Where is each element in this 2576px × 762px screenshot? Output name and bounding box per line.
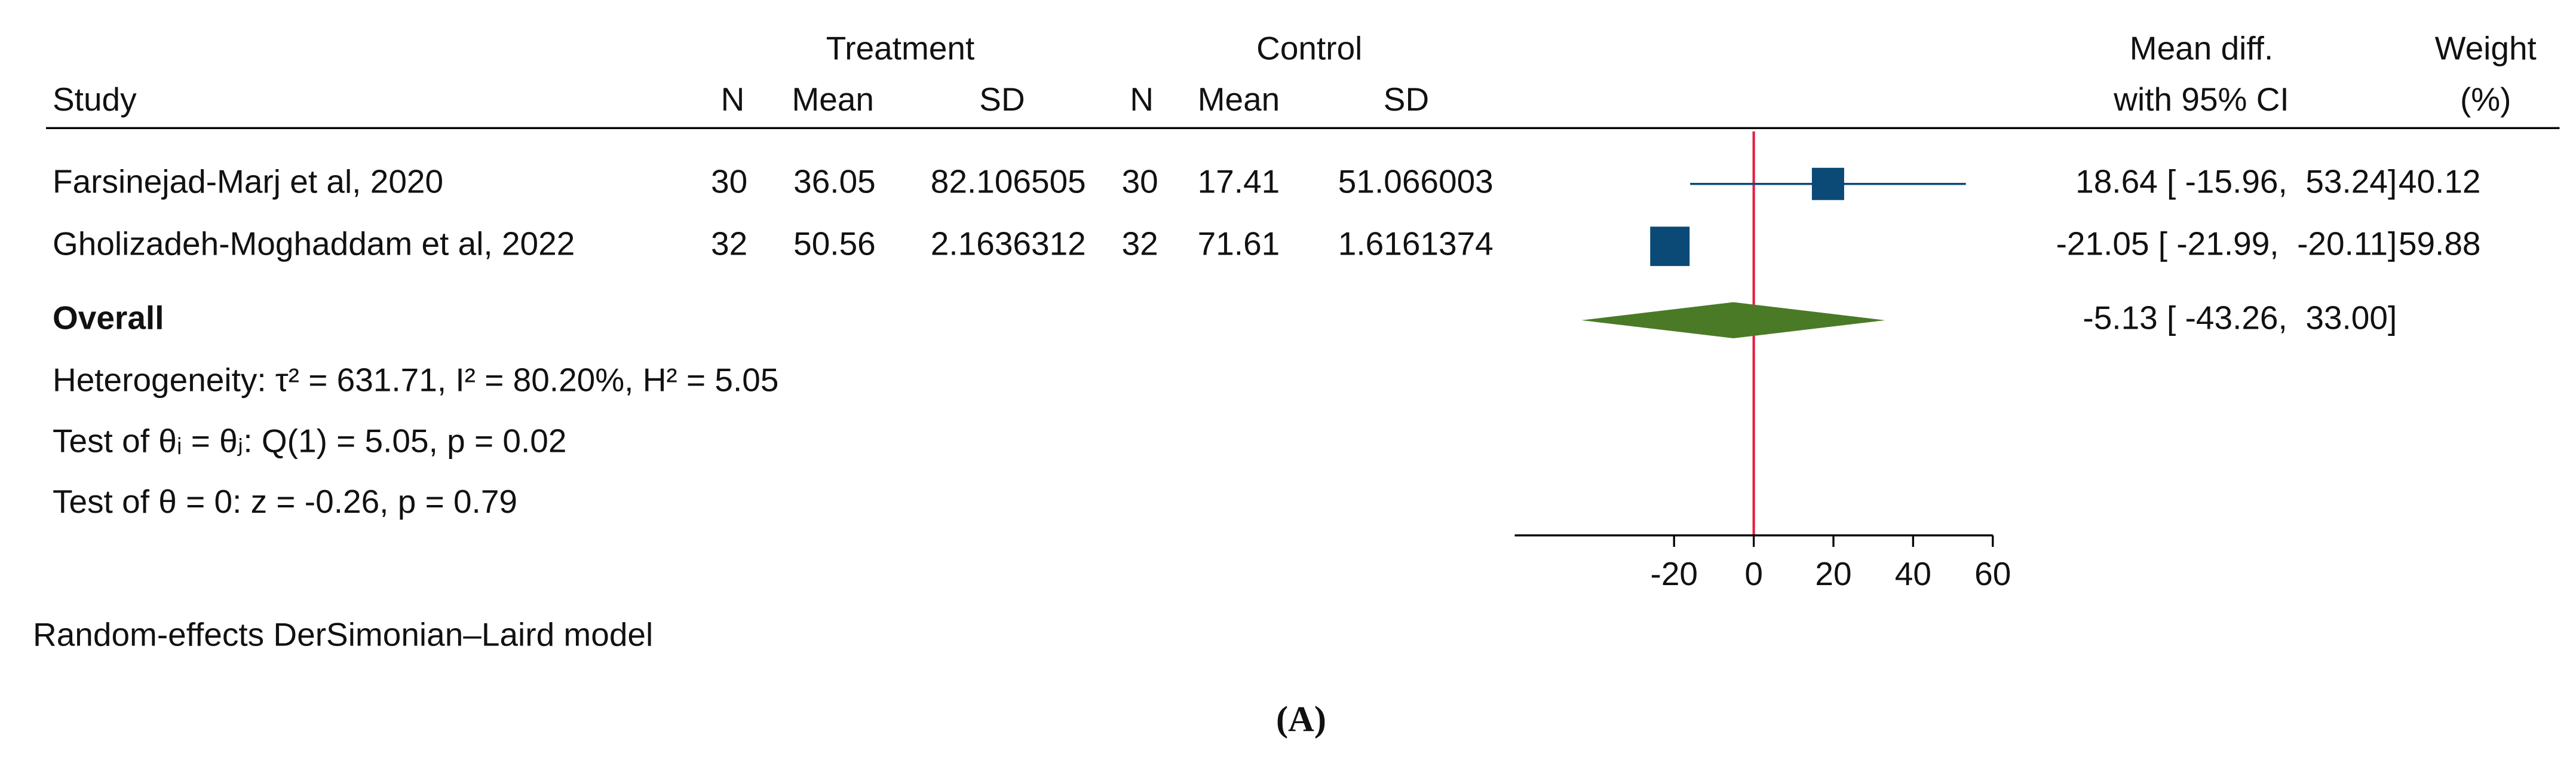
header-cell: (%) [2460, 81, 2511, 118]
study-name: Farsinejad-Marj et al, 2020 [53, 163, 443, 200]
header-cell: SD [979, 81, 1025, 118]
study-value: 32 [711, 225, 747, 262]
effect-label: -21.05 [ -21.99, -20.11] [2056, 225, 2397, 262]
study-value: 1.6161374 [1338, 225, 1494, 262]
study-value: 30 [711, 163, 747, 200]
x-tick-label: -20 [1651, 555, 1698, 592]
statistics-note: Test of θᵢ = θⱼ: Q(1) = 5.05, p = 0.02 [53, 422, 566, 459]
header-group: Treatment [826, 30, 975, 67]
header-cell: with 95% CI [2113, 81, 2289, 118]
study-value: 50.56 [793, 225, 876, 262]
header-cell: N [721, 81, 745, 118]
study-value: 82.106505 [931, 163, 1086, 200]
header-cell: N [1130, 81, 1154, 118]
study-value: 2.1636312 [931, 225, 1086, 262]
header-cell: Study [53, 81, 137, 118]
statistics-note: Heterogeneity: τ² = 631.71, I² = 80.20%,… [53, 362, 778, 399]
x-tick-label: 0 [1744, 555, 1763, 592]
overall-label: Overall [53, 299, 164, 336]
header-group: Control [1256, 30, 1362, 67]
x-tick-label: 60 [1974, 555, 2011, 592]
effect-label: 18.64 [ -15.96, 53.24] [2075, 163, 2397, 200]
header-cell: Mean diff. [2130, 30, 2273, 67]
header-cell: Weight [2435, 30, 2537, 67]
study-value: 71.61 [1198, 225, 1280, 262]
header-cell: SD [1384, 81, 1429, 118]
x-tick-label: 20 [1815, 555, 1851, 592]
effect-marker [1811, 167, 1844, 200]
header-cell: Mean [792, 81, 874, 118]
overall-effect-label: -5.13 [ -43.26, 33.00] [2083, 299, 2397, 336]
weight-value: 40.12 [2399, 163, 2481, 200]
study-value: 32 [1122, 225, 1158, 262]
study-name: Gholizadeh-Moghaddam et al, 2022 [53, 225, 575, 262]
footnote: Random-effects DerSimonian–Laird model [33, 616, 653, 653]
effect-marker [1650, 227, 1690, 267]
statistics-note: Test of θ = 0: z = -0.26, p = 0.79 [53, 483, 517, 520]
study-value: 36.05 [793, 163, 876, 200]
x-tick-label: 40 [1895, 555, 1931, 592]
study-value: 51.066003 [1338, 163, 1494, 200]
study-value: 30 [1122, 163, 1158, 200]
study-value: 17.41 [1198, 163, 1280, 200]
header-cell: Mean [1198, 81, 1280, 118]
weight-value: 59.88 [2399, 225, 2481, 262]
panel-label: (A) [1276, 699, 1326, 739]
